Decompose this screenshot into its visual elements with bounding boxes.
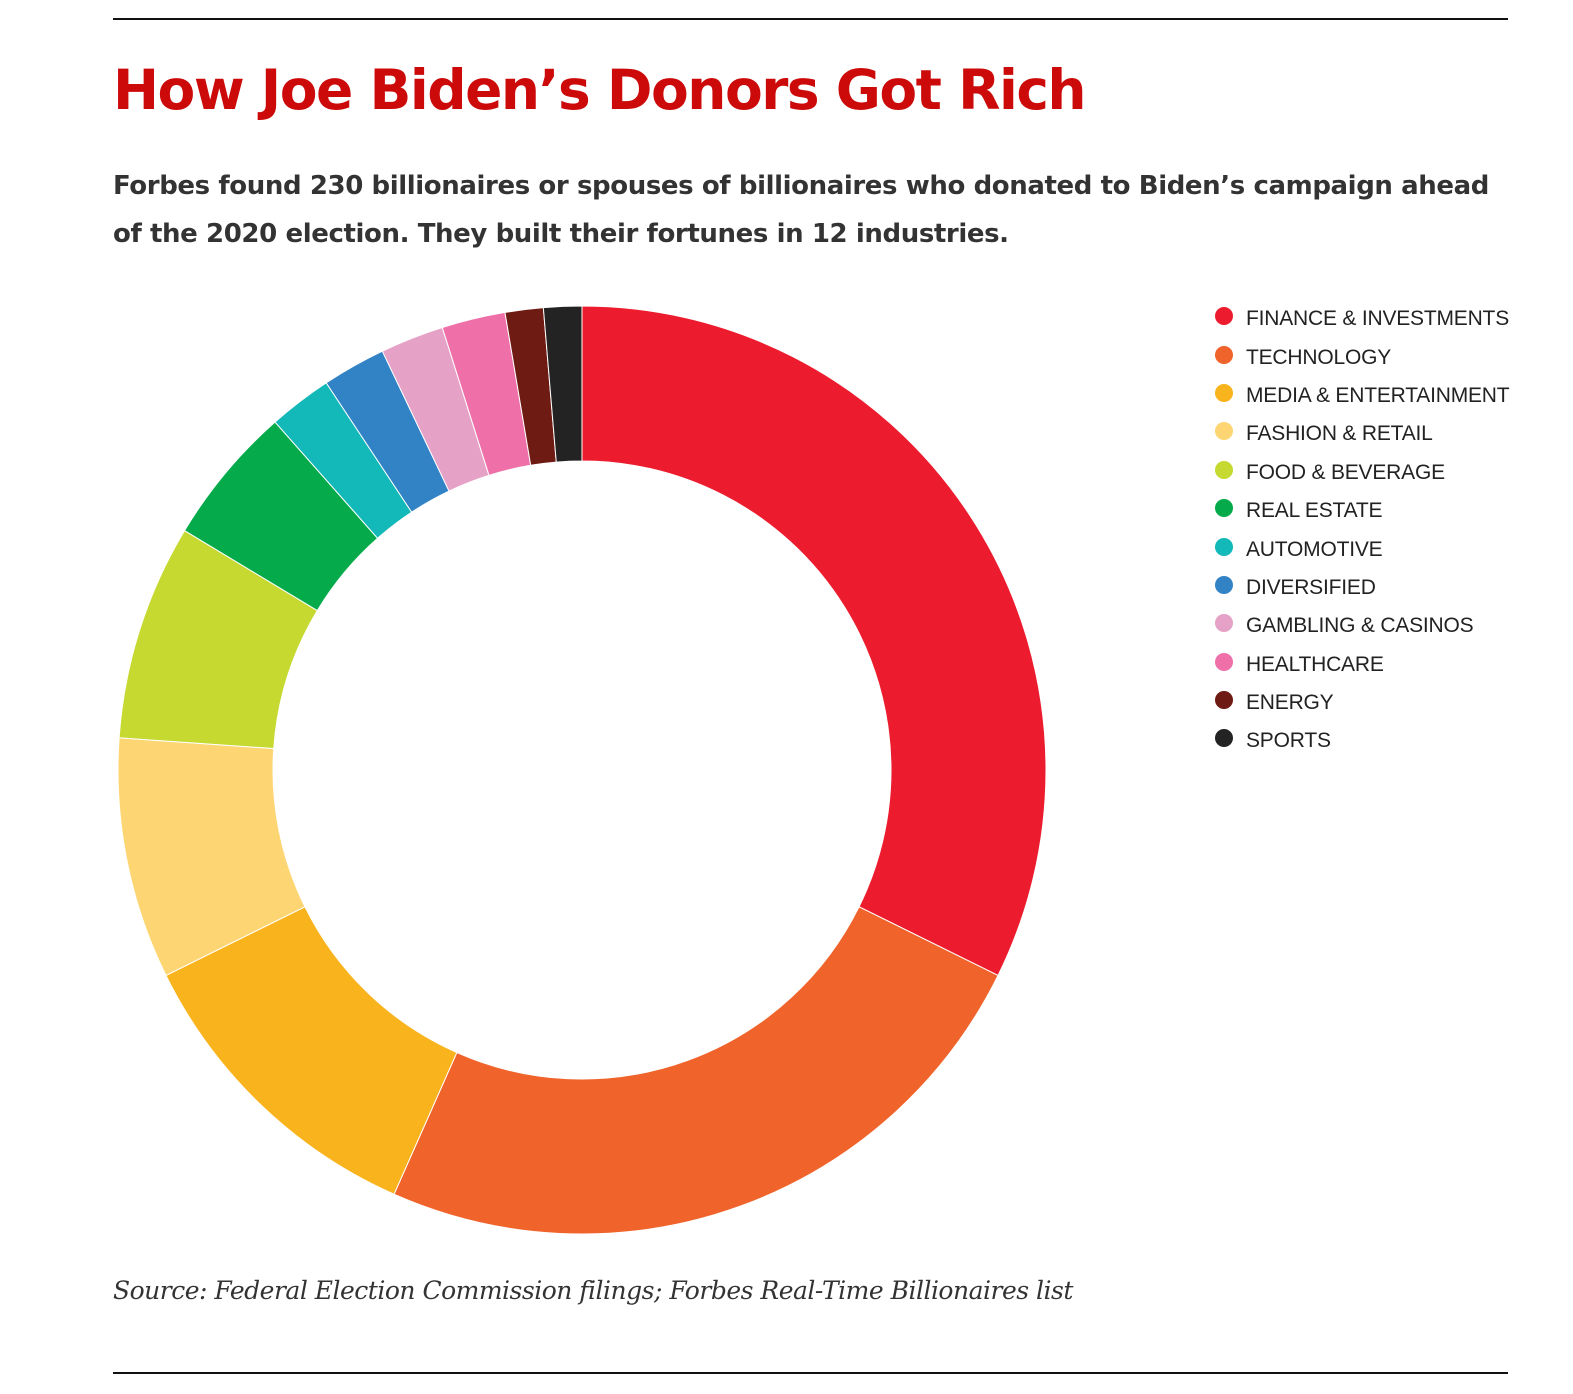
legend-item-food-beverage[interactable]: FOOD & BEVERAGE: [1215, 454, 1509, 492]
legend-label: MEDIA & ENTERTAINMENT: [1246, 383, 1510, 407]
legend-swatch: [1215, 345, 1233, 364]
slice-technology[interactable]: [393, 906, 999, 1235]
legend-item-fashion-retail[interactable]: FASHION & RETAIL: [1215, 415, 1509, 453]
legend-swatch: [1215, 383, 1233, 402]
legend-item-gambling-casinos[interactable]: GAMBLING & CASINOS: [1215, 607, 1509, 645]
legend-swatch: [1215, 307, 1233, 326]
legend-item-real-estate[interactable]: REAL ESTATE: [1215, 492, 1509, 530]
top-rule: [113, 18, 1508, 20]
legend-label: DIVERSIFIED: [1246, 575, 1376, 599]
chart-subtitle: Forbes found 230 billionaires or spouses…: [113, 171, 1490, 249]
legend-item-finance-investments[interactable]: FINANCE & INVESTMENTS: [1215, 300, 1509, 338]
legend-item-diversified[interactable]: DIVERSIFIED: [1215, 569, 1509, 607]
legend-swatch: [1215, 652, 1233, 671]
source-note: Source: Federal Election Commission fili…: [113, 1276, 1073, 1305]
legend-swatch: [1215, 575, 1233, 594]
slice-sports[interactable]: [542, 305, 583, 463]
legend-swatch: [1215, 422, 1233, 441]
legend-swatch: [1215, 499, 1233, 518]
legend-swatch: [1215, 729, 1233, 748]
legend-label: SPORTS: [1246, 729, 1331, 753]
legend-label: FASHION & RETAIL: [1246, 422, 1433, 446]
legend-label: GAMBLING & CASINOS: [1246, 614, 1474, 638]
legend-label: HEALTHCARE: [1246, 652, 1384, 676]
legend-swatch: [1215, 460, 1233, 479]
legend-label: REAL ESTATE: [1246, 499, 1383, 523]
legend-swatch: [1215, 691, 1233, 710]
legend-swatch: [1215, 614, 1233, 633]
legend-item-healthcare[interactable]: HEALTHCARE: [1215, 646, 1509, 684]
legend-item-energy[interactable]: ENERGY: [1215, 684, 1509, 722]
bottom-rule: [113, 1372, 1508, 1374]
legend-item-technology[interactable]: TECHNOLOGY: [1215, 338, 1509, 376]
legend-swatch: [1215, 537, 1233, 556]
slice-finance-investments[interactable]: [581, 305, 1047, 977]
legend-label: FOOD & BEVERAGE: [1246, 460, 1445, 484]
legend-label: TECHNOLOGY: [1246, 345, 1392, 369]
chart-title: How Joe Biden’s Donors Got Rich: [113, 58, 1087, 122]
chart-legend: FINANCE & INVESTMENTS TECHNOLOGY MEDIA & E…: [1215, 300, 1510, 761]
legend-item-media-entertainment[interactable]: MEDIA & ENTERTAINMENT: [1215, 377, 1510, 415]
legend-item-sports[interactable]: SPORTS: [1215, 722, 1509, 760]
legend-label: ENERGY: [1246, 691, 1334, 715]
legend-item-automotive[interactable]: AUTOMOTIVE: [1215, 530, 1509, 568]
legend-label: AUTOMOTIVE: [1246, 537, 1383, 561]
legend-label: FINANCE & INVESTMENTS: [1246, 307, 1509, 331]
